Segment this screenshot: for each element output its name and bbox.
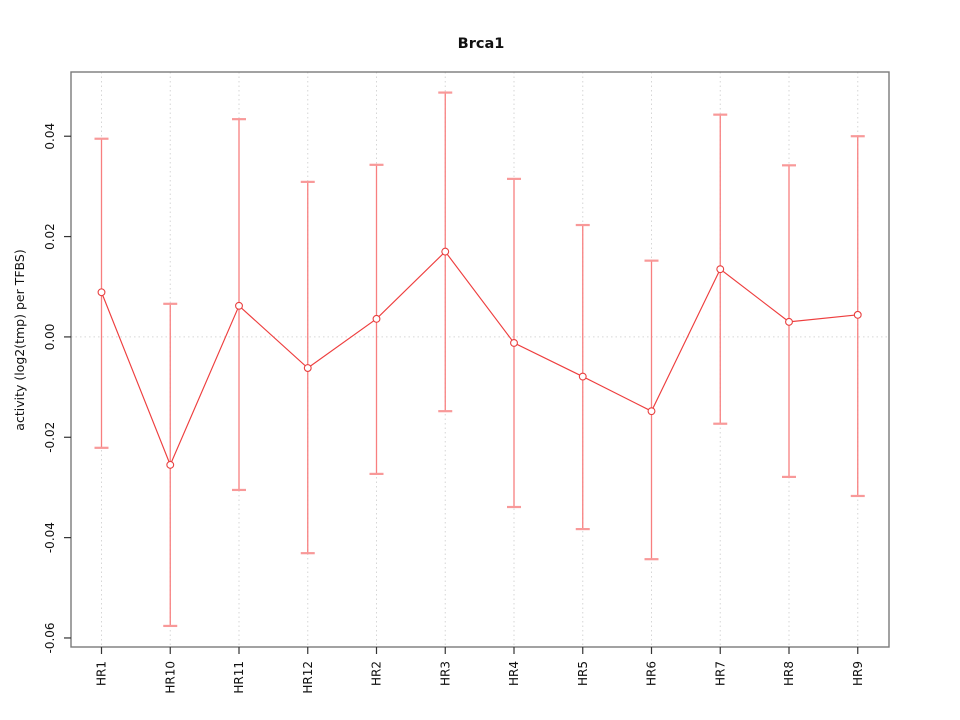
data-points: [97, 247, 862, 469]
y-tick-label: -0.02: [43, 422, 57, 453]
plot-border: [70, 71, 890, 648]
x-tick-label: HR9: [851, 661, 865, 686]
data-point-marker: [510, 338, 518, 347]
chart-title: Brca1: [458, 36, 505, 52]
y-tick-label: -0.04: [43, 522, 57, 553]
y-tick-label: 0.00: [43, 324, 57, 351]
y-tick-label: 0.02: [43, 223, 57, 250]
data-point-marker: [785, 317, 793, 326]
data-point-marker: [372, 314, 381, 323]
x-tick-label: HR1: [95, 661, 109, 686]
x-tick-label: HR6: [645, 661, 659, 686]
y-tick-label: 0.04: [43, 123, 57, 150]
x-tick-label: HR12: [301, 661, 315, 694]
x-tick-label: HR3: [438, 661, 452, 686]
data-point-marker: [97, 288, 106, 297]
data-point-marker: [853, 310, 862, 319]
x-tick-label: HR10: [163, 661, 177, 694]
axes: 0.04 0.02 0.00 -0.02 -0.04 -0.06 HR1 HR10 HR11 HR…: [43, 71, 890, 694]
series-line: [100, 250, 858, 467]
data-point-marker: [303, 364, 312, 372]
x-tick-label: HR8: [782, 661, 796, 686]
data-point-marker: [647, 407, 656, 416]
data-point-marker: [716, 265, 725, 274]
data-point-marker: [441, 247, 450, 256]
data-point-marker: [166, 460, 175, 469]
y-axis-label: activity (log2(tmp) per TFBS): [12, 249, 27, 430]
x-tick-label: HR11: [232, 661, 246, 694]
data-point-marker: [235, 301, 243, 310]
data-point-marker: [578, 372, 587, 381]
x-tick-label: HR7: [713, 661, 727, 686]
x-tick-label: HR4: [507, 661, 521, 686]
gridlines: [71, 72, 889, 647]
x-tick-label: HR5: [576, 661, 590, 686]
x-tick-label: HR2: [370, 661, 384, 686]
error-bars: [94, 91, 865, 628]
series-line-group: [100, 250, 858, 467]
y-tick-label: -0.06: [43, 622, 57, 653]
